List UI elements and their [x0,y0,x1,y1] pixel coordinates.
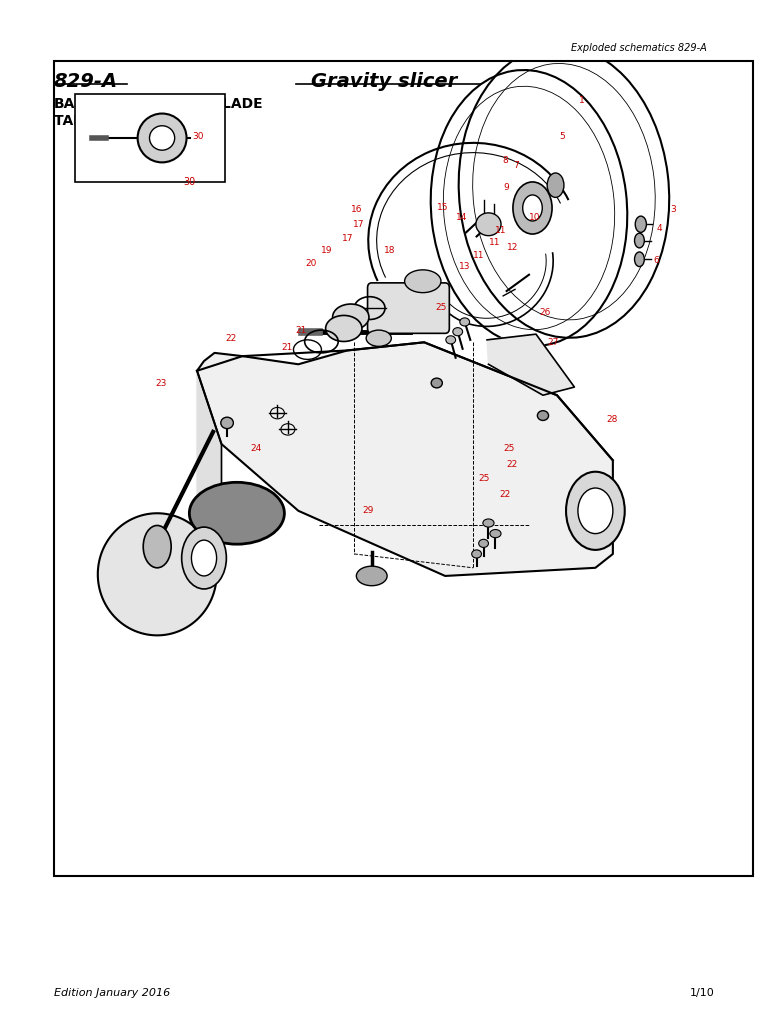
Polygon shape [98,513,217,635]
Text: 21: 21 [281,343,293,352]
Text: 17: 17 [353,220,364,228]
Ellipse shape [431,378,442,388]
Ellipse shape [220,417,233,429]
Text: 21: 21 [295,326,306,335]
Text: 23: 23 [155,379,167,387]
Ellipse shape [356,566,387,586]
Polygon shape [197,371,221,511]
Text: 6: 6 [654,256,659,265]
Ellipse shape [635,216,647,232]
Text: 9: 9 [504,183,510,193]
Text: TAB. 1: TAB. 1 [54,114,104,128]
Ellipse shape [538,411,548,421]
FancyBboxPatch shape [368,283,449,334]
Ellipse shape [150,126,174,151]
Text: 30: 30 [192,132,204,141]
Text: 24: 24 [251,443,262,453]
Text: 26: 26 [539,307,551,316]
Text: 17: 17 [342,233,353,243]
Text: 22: 22 [225,334,237,343]
Ellipse shape [405,270,441,293]
Text: 11: 11 [473,251,485,260]
Text: 25: 25 [504,443,515,453]
Polygon shape [487,334,574,395]
Text: 4: 4 [656,224,662,232]
Ellipse shape [483,519,494,527]
Polygon shape [197,342,613,575]
Ellipse shape [472,550,482,558]
Text: 22: 22 [500,490,511,499]
Ellipse shape [326,315,362,341]
Text: 7: 7 [514,161,519,170]
Text: 15: 15 [437,204,449,212]
Text: 25: 25 [478,474,490,482]
Ellipse shape [333,304,369,330]
Text: 12: 12 [507,243,518,252]
Text: 19: 19 [321,246,333,255]
Ellipse shape [190,482,284,544]
Ellipse shape [490,529,501,538]
Ellipse shape [476,213,501,236]
Text: 11: 11 [495,226,507,236]
Text: 11: 11 [488,238,500,247]
Ellipse shape [137,114,187,163]
Text: 22: 22 [507,460,518,469]
Ellipse shape [547,173,564,198]
Bar [54,61,753,876]
Bar [74,94,225,182]
Ellipse shape [478,540,488,548]
Text: 18: 18 [384,246,395,255]
Ellipse shape [366,330,392,346]
Ellipse shape [566,472,624,550]
Text: 16: 16 [351,205,362,214]
Ellipse shape [634,252,644,266]
Text: 29: 29 [362,506,374,515]
Text: BASE-TRASMISSION-BLADE: BASE-TRASMISSION-BLADE [54,97,263,112]
Ellipse shape [513,182,552,234]
Text: Edition January 2016: Edition January 2016 [54,988,170,998]
Text: 5: 5 [560,132,565,141]
Text: 10: 10 [529,213,541,222]
Ellipse shape [578,488,613,534]
Text: 30: 30 [183,177,195,187]
Ellipse shape [191,540,217,575]
Text: 1: 1 [579,96,585,105]
Ellipse shape [446,336,455,344]
Ellipse shape [634,233,644,248]
Text: 28: 28 [606,415,617,424]
Text: 3: 3 [670,205,676,214]
Text: Exploded schematics 829-A: Exploded schematics 829-A [571,43,707,53]
Text: 14: 14 [455,213,467,222]
Text: 25: 25 [435,303,447,311]
Text: 13: 13 [459,262,471,271]
Ellipse shape [205,493,268,534]
Ellipse shape [460,317,469,326]
Ellipse shape [182,527,227,589]
Text: 1/10: 1/10 [690,988,714,998]
Ellipse shape [143,525,171,567]
Text: 829-A: 829-A [54,72,118,91]
Text: 27: 27 [547,338,558,347]
Ellipse shape [453,328,462,336]
Ellipse shape [523,195,542,221]
Text: 20: 20 [306,259,316,268]
Text: 8: 8 [502,157,508,165]
Text: Gravity slicer: Gravity slicer [311,72,457,91]
